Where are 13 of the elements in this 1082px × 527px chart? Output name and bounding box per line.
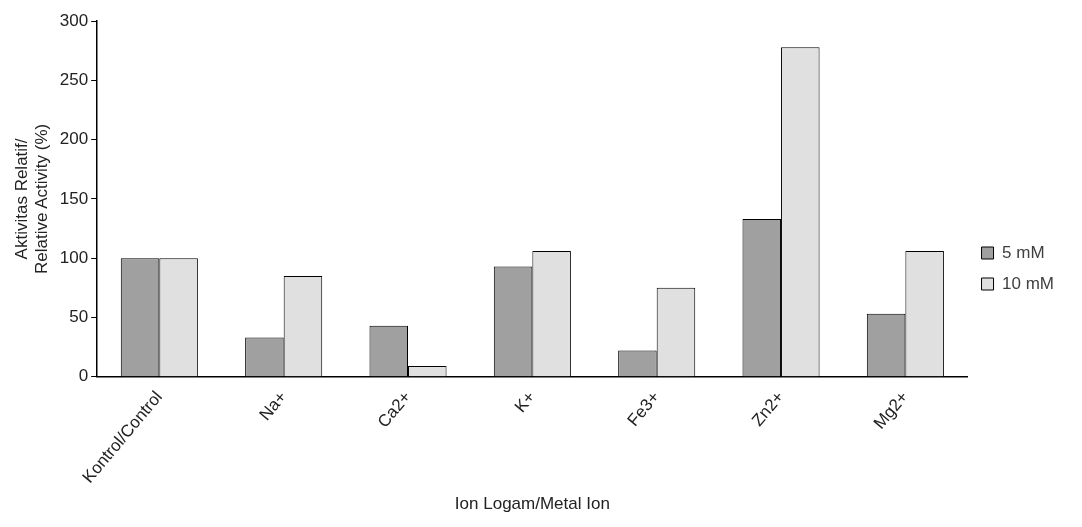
y-tick-label: 0 bbox=[78, 366, 89, 386]
y-tick-label: 200 bbox=[59, 129, 89, 149]
y-axis-title: Aktivitas Relatif/ Relative Activity (%) bbox=[11, 123, 52, 275]
y-tick-label: 100 bbox=[59, 247, 89, 267]
y-tick-label: 50 bbox=[69, 307, 89, 327]
x-tick-label: Na+ bbox=[255, 387, 291, 425]
y-tick-label: 300 bbox=[59, 10, 89, 30]
legend-label: 5 mM bbox=[1002, 242, 1045, 262]
x-axis-title: Ion Logam/Metal Ion bbox=[454, 494, 610, 514]
x-tick-label: K+ bbox=[510, 387, 540, 417]
legend-label: 10 mM bbox=[1002, 273, 1055, 293]
y-tick-label: 150 bbox=[59, 188, 89, 208]
y-tick-label: 250 bbox=[59, 70, 89, 90]
